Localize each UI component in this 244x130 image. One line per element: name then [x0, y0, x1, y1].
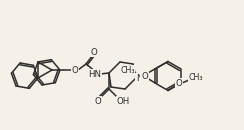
Text: CH₃: CH₃	[120, 66, 135, 75]
Text: O: O	[72, 66, 78, 74]
Text: CH₃: CH₃	[189, 73, 203, 82]
Text: O: O	[95, 96, 101, 106]
Text: HN: HN	[89, 70, 102, 79]
Text: O: O	[141, 72, 148, 81]
Text: O: O	[91, 47, 97, 57]
Text: N: N	[136, 73, 142, 83]
Text: OH: OH	[116, 96, 130, 106]
Text: O: O	[176, 79, 182, 88]
